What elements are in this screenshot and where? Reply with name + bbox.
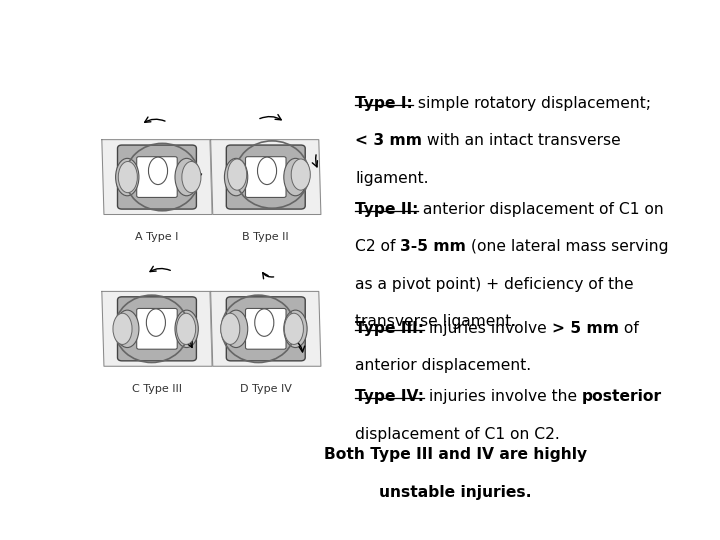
FancyBboxPatch shape bbox=[246, 308, 286, 349]
Text: Type I:: Type I: bbox=[355, 96, 413, 111]
Ellipse shape bbox=[182, 161, 201, 193]
Polygon shape bbox=[102, 140, 212, 214]
Text: as a pivot point) + deficiency of the: as a pivot point) + deficiency of the bbox=[355, 277, 634, 292]
Text: of: of bbox=[618, 321, 639, 335]
Ellipse shape bbox=[284, 310, 307, 348]
Text: A Type I: A Type I bbox=[135, 232, 179, 242]
Text: C2 of: C2 of bbox=[355, 239, 400, 254]
Ellipse shape bbox=[228, 159, 247, 190]
Text: simple rotatory displacement;: simple rotatory displacement; bbox=[413, 96, 651, 111]
Ellipse shape bbox=[255, 309, 274, 336]
Text: Type III:: Type III: bbox=[355, 321, 424, 335]
Text: D Type IV: D Type IV bbox=[240, 384, 292, 394]
FancyBboxPatch shape bbox=[117, 297, 197, 361]
FancyBboxPatch shape bbox=[226, 145, 305, 209]
Ellipse shape bbox=[175, 158, 198, 196]
Ellipse shape bbox=[116, 310, 139, 348]
Text: Both Type III and IV are highly: Both Type III and IV are highly bbox=[324, 447, 587, 462]
Text: posterior: posterior bbox=[582, 389, 662, 404]
Ellipse shape bbox=[284, 158, 307, 196]
Text: ligament.: ligament. bbox=[355, 171, 428, 186]
Text: B Type II: B Type II bbox=[243, 232, 289, 242]
FancyBboxPatch shape bbox=[226, 297, 305, 361]
Ellipse shape bbox=[291, 159, 310, 190]
Text: Type II:: Type II: bbox=[355, 202, 418, 217]
Text: < 3 mm: < 3 mm bbox=[355, 133, 422, 148]
Text: unstable injuries.: unstable injuries. bbox=[379, 485, 532, 500]
Text: C Type III: C Type III bbox=[132, 384, 182, 394]
Text: anterior displacement of C1 on: anterior displacement of C1 on bbox=[418, 202, 664, 217]
Text: displacement of C1 on C2.: displacement of C1 on C2. bbox=[355, 427, 560, 442]
Text: anterior displacement.: anterior displacement. bbox=[355, 358, 531, 373]
FancyBboxPatch shape bbox=[137, 308, 177, 349]
Ellipse shape bbox=[113, 313, 132, 345]
Ellipse shape bbox=[225, 310, 248, 348]
Polygon shape bbox=[211, 140, 321, 214]
Polygon shape bbox=[102, 292, 212, 366]
Ellipse shape bbox=[258, 157, 276, 185]
Text: 3-5 mm: 3-5 mm bbox=[400, 239, 467, 254]
FancyBboxPatch shape bbox=[117, 145, 197, 209]
Text: > 5 mm: > 5 mm bbox=[552, 321, 618, 335]
Ellipse shape bbox=[284, 313, 303, 345]
Ellipse shape bbox=[221, 313, 240, 345]
Polygon shape bbox=[211, 292, 321, 366]
FancyBboxPatch shape bbox=[137, 157, 177, 198]
Text: with an intact transverse: with an intact transverse bbox=[422, 133, 621, 148]
Text: (one lateral mass serving: (one lateral mass serving bbox=[467, 239, 669, 254]
Ellipse shape bbox=[116, 158, 139, 196]
Ellipse shape bbox=[146, 309, 166, 336]
Text: Type IV:: Type IV: bbox=[355, 389, 424, 404]
Ellipse shape bbox=[176, 313, 196, 345]
Text: transverse ligament.: transverse ligament. bbox=[355, 314, 516, 329]
Text: injuries involve: injuries involve bbox=[424, 321, 552, 335]
Ellipse shape bbox=[148, 157, 168, 185]
FancyBboxPatch shape bbox=[246, 157, 286, 198]
Ellipse shape bbox=[118, 161, 138, 193]
Ellipse shape bbox=[175, 310, 198, 348]
Ellipse shape bbox=[225, 158, 248, 196]
Text: injuries involve the: injuries involve the bbox=[424, 389, 582, 404]
